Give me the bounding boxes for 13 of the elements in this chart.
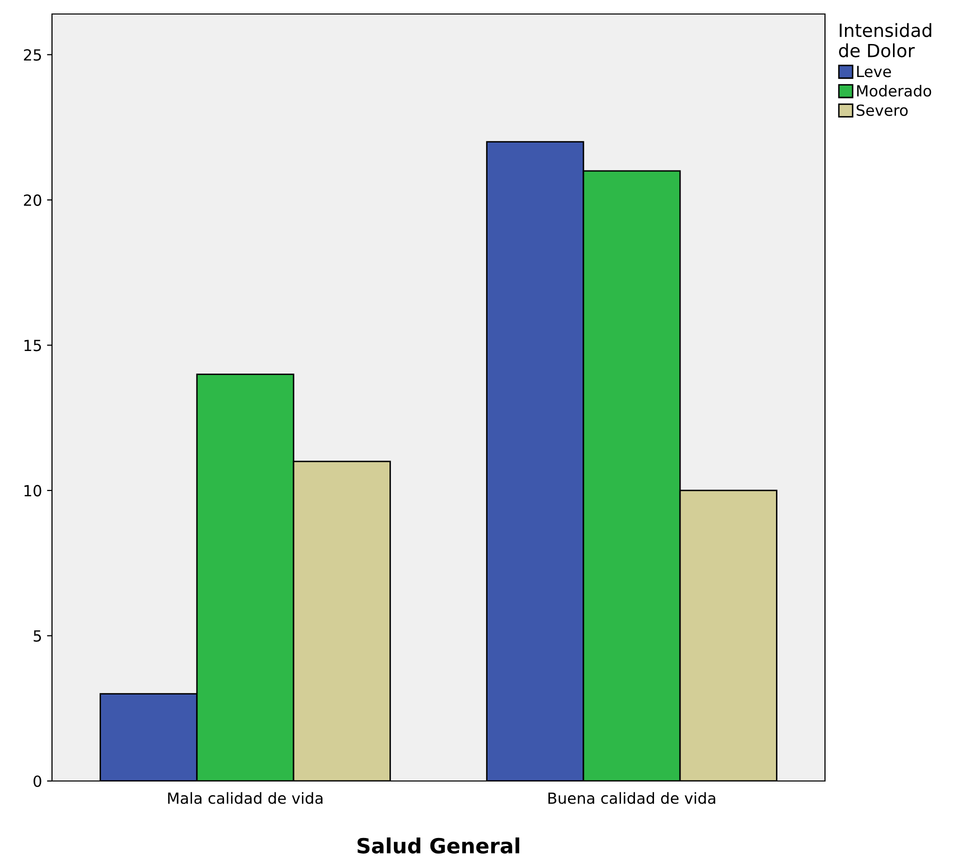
x-tick-label: Buena calidad de vida bbox=[548, 792, 716, 804]
y-tick-label: 25 bbox=[24, 49, 41, 61]
y-tick-label: 20 bbox=[24, 194, 42, 206]
y-tick-label: 15 bbox=[24, 340, 41, 352]
legend-label: Severo bbox=[856, 104, 908, 116]
x-axis-title: Salud General bbox=[358, 837, 520, 854]
x-tick-label: Mala calidad de vida bbox=[168, 792, 322, 804]
legend-label: Leve bbox=[857, 66, 891, 78]
y-tick-label: 10 bbox=[24, 484, 42, 496]
legend-title: Intensidad de Dolor bbox=[839, 23, 932, 58]
y-tick-label: 0 bbox=[34, 775, 42, 788]
legend-label: Moderado bbox=[857, 84, 932, 97]
y-tick-label: 5 bbox=[34, 630, 41, 642]
